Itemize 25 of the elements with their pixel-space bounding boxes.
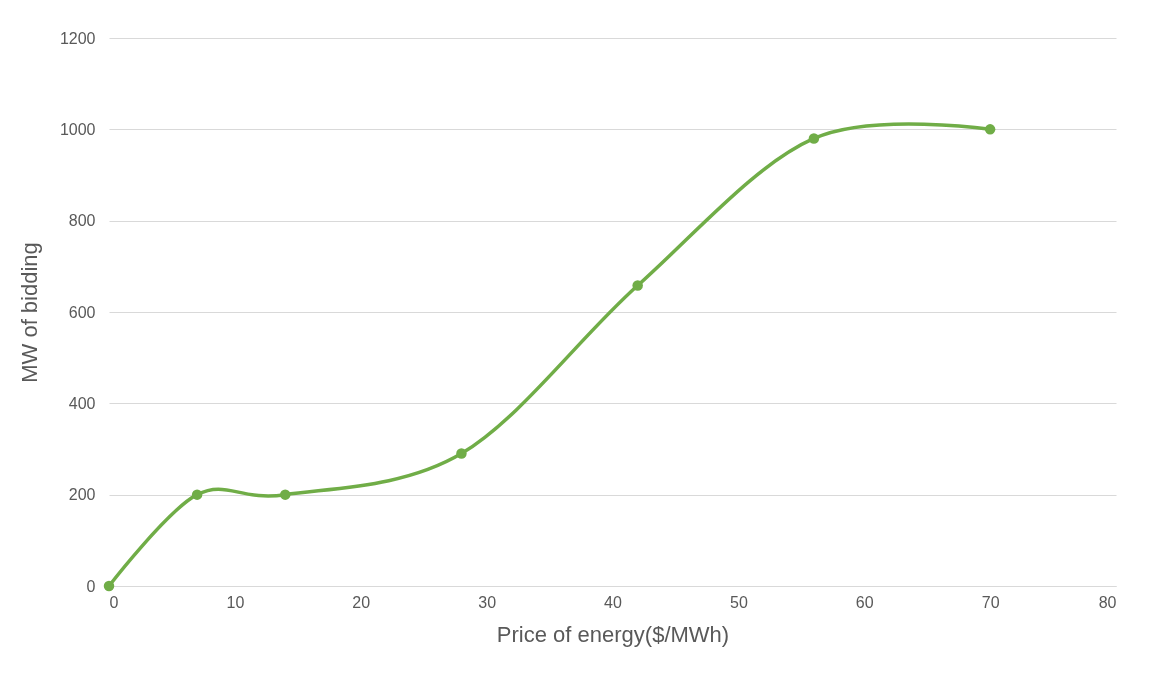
x-tick-label: 0 bbox=[109, 593, 119, 611]
y-tick-label: 1200 bbox=[59, 29, 96, 47]
point bbox=[191, 489, 203, 500]
y-tick-label: 0 bbox=[86, 577, 96, 595]
point bbox=[279, 489, 291, 500]
y-tick-label: 800 bbox=[68, 212, 96, 230]
point bbox=[632, 280, 643, 291]
x-tick-label: 80 bbox=[1098, 593, 1117, 611]
x-tick-label: 20 bbox=[352, 593, 371, 611]
point bbox=[103, 580, 115, 592]
x-tick-label: 70 bbox=[981, 593, 1000, 611]
point bbox=[808, 133, 820, 144]
y-tick-label: 1000 bbox=[59, 120, 96, 138]
point bbox=[456, 448, 467, 459]
x-tick-label: 60 bbox=[855, 593, 874, 611]
point bbox=[984, 124, 996, 135]
x-tick-label: 30 bbox=[478, 593, 497, 611]
y-tick-label: 200 bbox=[68, 486, 96, 504]
y-tick-label: 600 bbox=[68, 303, 96, 321]
x-tick-label: 40 bbox=[604, 593, 622, 611]
y-tick-label: 400 bbox=[68, 394, 96, 412]
x-axis-title: Price of energy($/MWh) bbox=[496, 621, 730, 647]
x-tick-label: 10 bbox=[226, 593, 245, 611]
y-axis-title: MW of bidding bbox=[16, 242, 42, 383]
x-tick-label: 50 bbox=[729, 593, 748, 611]
